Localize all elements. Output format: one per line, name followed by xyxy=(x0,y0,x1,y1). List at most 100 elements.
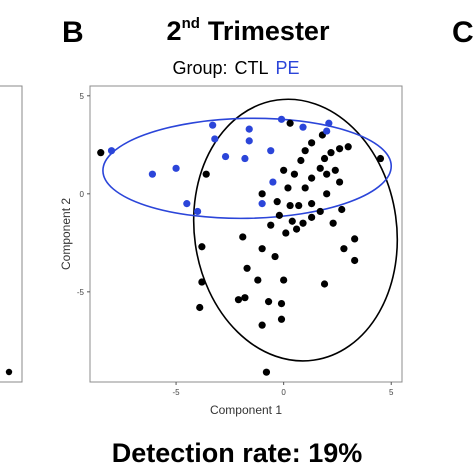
y-axis-ticks: 5 0 -5 xyxy=(77,92,90,297)
data-point-pe xyxy=(211,135,219,143)
data-point-pe xyxy=(269,178,277,186)
data-point-pe xyxy=(245,137,253,145)
y-axis-label: Component 2 xyxy=(59,198,73,270)
y-tick-label: 0 xyxy=(80,190,85,199)
data-point-ctl xyxy=(280,276,288,284)
y-tick-label: 5 xyxy=(80,92,85,101)
data-point-ctl xyxy=(286,119,294,127)
title-prefix: 2 xyxy=(167,16,182,46)
data-point-pe xyxy=(299,123,307,131)
data-point-ctl xyxy=(351,256,359,265)
data-point-ctl xyxy=(308,213,316,221)
data-point-ctl xyxy=(295,201,303,210)
data-point-ctl xyxy=(277,299,286,308)
data-point-ctl xyxy=(198,243,206,251)
legend-item-pe: PE xyxy=(276,58,300,78)
detection-rate-caption: Detection rate: 19% xyxy=(112,438,363,468)
data-point-pe xyxy=(221,152,230,161)
data-point-ctl xyxy=(234,296,243,304)
data-point-ctl xyxy=(280,166,288,174)
data-point-pe xyxy=(183,200,191,208)
data-point-ctl xyxy=(316,207,324,216)
data-point-ctl xyxy=(273,198,281,206)
data-point-ctl xyxy=(320,280,329,288)
data-point-pe xyxy=(325,119,333,127)
confidence-ellipses xyxy=(102,98,399,362)
data-point-ctl xyxy=(323,170,331,178)
data-point-ctl xyxy=(264,298,273,306)
data-point-ctl xyxy=(344,143,352,151)
panel-letter-b: B xyxy=(62,16,84,49)
data-point-ctl xyxy=(262,368,271,376)
chart-title: 2nd Trimester xyxy=(167,15,330,46)
data-point-pe xyxy=(323,127,331,135)
data-point-ctl xyxy=(288,217,296,225)
data-point-ctl xyxy=(271,252,279,261)
data-point-ctl xyxy=(267,221,275,229)
data-point-ctl xyxy=(241,294,249,302)
data-point-ctl xyxy=(327,149,335,157)
x-tick-label: 5 xyxy=(389,388,394,397)
data-point-ctl xyxy=(308,200,316,208)
legend-item-ctl: CTL xyxy=(235,58,269,78)
data-point-ctl xyxy=(299,219,307,227)
title-suffix: Trimester xyxy=(208,16,330,46)
data-point-ctl xyxy=(331,166,339,174)
data-point-ctl xyxy=(376,154,385,163)
data-point-ctl xyxy=(243,264,251,272)
data-point-ctl xyxy=(284,184,292,192)
data-point-ctl xyxy=(286,201,294,210)
data-point-ctl xyxy=(275,211,283,219)
data-point-pe xyxy=(267,147,275,155)
data-point-pe xyxy=(148,170,156,178)
data-point-ctl xyxy=(202,170,210,178)
data-point-ctl xyxy=(308,139,316,147)
data-point-ctl xyxy=(297,156,305,165)
data-point-ctl xyxy=(258,245,266,253)
panel-letter-c: C xyxy=(452,16,474,49)
data-point-pe xyxy=(107,147,116,155)
scatter-points xyxy=(97,115,385,376)
data-point-ctl xyxy=(336,178,344,186)
data-point-pe xyxy=(277,115,286,123)
legend-label: Group: xyxy=(172,58,227,78)
data-point-pe xyxy=(241,154,249,163)
data-point-ctl xyxy=(258,190,266,198)
data-point-ctl xyxy=(290,170,299,178)
data-point-ctl xyxy=(308,174,316,182)
data-point-ctl xyxy=(282,229,290,237)
legend: Group: CTL PE xyxy=(172,58,299,78)
data-point-ctl xyxy=(254,276,262,284)
data-point-pe xyxy=(258,200,266,208)
left-panel-point xyxy=(5,368,13,376)
x-axis-label: Component 1 xyxy=(210,403,282,417)
data-point-ctl xyxy=(336,145,344,153)
title-superscript: nd xyxy=(182,15,200,32)
data-point-ctl xyxy=(323,190,331,198)
data-point-ctl xyxy=(338,205,346,214)
data-point-ctl xyxy=(196,303,204,312)
left-panel-border xyxy=(0,85,23,383)
data-point-pe xyxy=(209,121,217,129)
data-point-ctl xyxy=(329,219,337,227)
data-point-pe xyxy=(172,164,180,172)
data-point-ctl xyxy=(277,315,286,323)
data-point-ctl xyxy=(320,154,329,163)
data-point-ctl xyxy=(258,321,266,329)
y-tick-label: -5 xyxy=(77,288,85,297)
data-point-ctl xyxy=(340,245,348,253)
data-point-ctl xyxy=(316,164,324,172)
data-point-ctl xyxy=(351,235,359,243)
x-tick-label: 0 xyxy=(281,388,286,397)
data-point-ctl xyxy=(292,225,301,233)
data-point-ctl xyxy=(301,184,309,192)
data-point-ctl xyxy=(301,147,309,155)
data-point-pe xyxy=(193,207,202,216)
data-point-ctl xyxy=(198,278,206,286)
x-axis-ticks: -5 0 5 xyxy=(173,382,394,397)
data-point-ctl xyxy=(97,149,105,157)
confidence-ellipse-pe xyxy=(102,117,393,220)
x-tick-label: -5 xyxy=(173,388,181,397)
confidence-ellipse-ctl xyxy=(192,98,399,362)
